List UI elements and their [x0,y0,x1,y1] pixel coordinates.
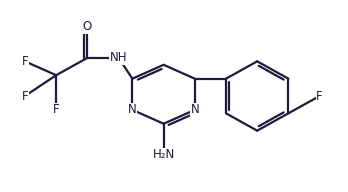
Text: N: N [190,103,199,116]
Text: O: O [83,20,92,33]
Text: F: F [22,89,28,103]
Text: H₂N: H₂N [152,148,175,161]
Text: F: F [53,103,60,116]
Text: N: N [128,103,137,116]
Text: NH: NH [110,51,127,64]
Text: F: F [22,55,28,68]
Text: F: F [316,89,323,103]
